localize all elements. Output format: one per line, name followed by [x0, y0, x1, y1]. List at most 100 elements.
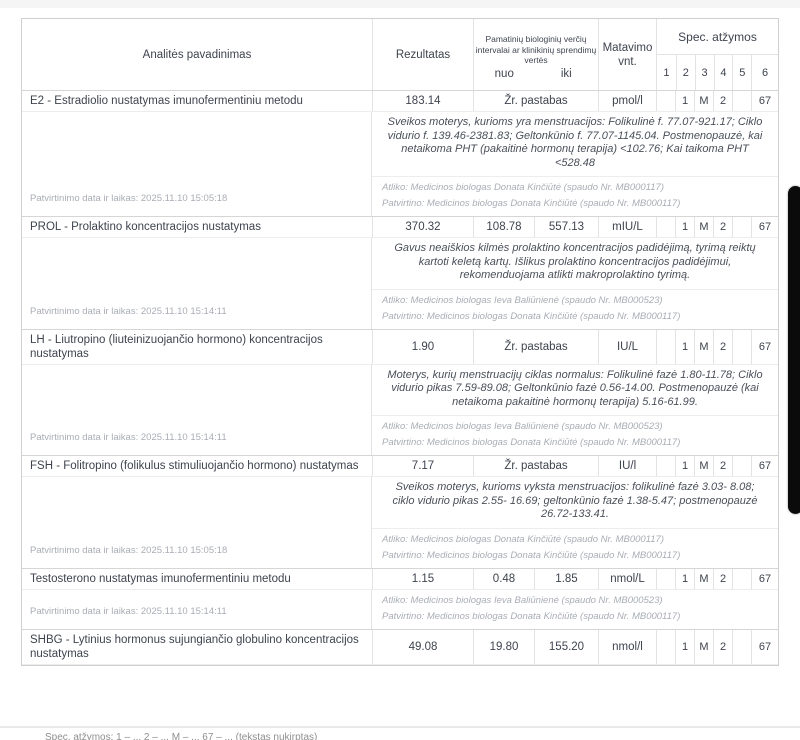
spec-mark-cell [732, 456, 751, 476]
confirmation-datetime: Patvirtinimo data ir laikas: 2025.11.10 … [30, 432, 227, 443]
range-from-value: 0.48 [473, 568, 534, 589]
spec-marks: 1 M 2 67 [656, 629, 778, 664]
spec-mark-cell: 2 [713, 329, 732, 364]
unit-value: mIU/L [598, 217, 656, 237]
header-result-label: Rezultatas [395, 48, 451, 61]
header-analyte-name: Analitės pavadinimas [22, 19, 372, 90]
spec-mark-cell: 2 [713, 629, 732, 664]
analyte-name: SHBG - Lytinius hormonus sujungiančio gl… [30, 633, 359, 660]
spec-mark-cell: 2 [713, 91, 732, 111]
approved-by-line: Patvirtino: Medicinos biologas Donata Ki… [382, 310, 681, 322]
approved-by-line: Patvirtino: Medicinos biologas Donata Ki… [382, 610, 681, 622]
spec-mark-cell: 1 [675, 629, 694, 664]
spec-mark-cell [732, 217, 751, 237]
range-to-value: 1.85 [534, 568, 598, 589]
scrollbar-thumb[interactable] [788, 186, 800, 514]
result-value: 1.90 [372, 329, 473, 364]
range-to-value: 557.13 [534, 217, 598, 237]
unit-value: pmol/l [598, 91, 656, 111]
analyte-block: PROL - Prolaktino koncentracijos nustaty… [22, 217, 778, 330]
spec-mark-cell: 2 [713, 456, 732, 476]
note-meta-cell: Moterys, kurių menstruacijų ciklas norma… [372, 365, 778, 456]
performed-by-line: Atliko: Medicinos biologas Ieva Baliūnie… [382, 594, 663, 606]
note-meta-cell: Atliko: Medicinos biologas Ieva Baliūnie… [372, 590, 778, 629]
spec-marks: 1 M 2 67 [656, 217, 778, 237]
note-meta-row: Patvirtinimo data ir laikas: 2025.11.10 … [22, 112, 778, 216]
spec-mark-cell: M [694, 217, 713, 237]
approved-by-line: Patvirtino: Medicinos biologas Donata Ki… [382, 198, 681, 209]
spec-mark-cell [656, 456, 675, 476]
range-to-value: 155.20 [534, 629, 598, 664]
confirmation-datetime: Patvirtinimo data ir laikas: 2025.11.10 … [30, 193, 228, 204]
performed-by-line: Atliko: Medicinos biologas Donata Kinčiū… [382, 533, 664, 545]
confirmation-cell: Patvirtinimo data ir laikas: 2025.11.10 … [22, 238, 372, 329]
note-meta-cell: Sveikos moterys, kurioms yra menstruacij… [372, 112, 778, 216]
note-meta-cell: Gavus neaiškios kilmės prolaktino koncen… [372, 238, 778, 329]
range-from-value: 108.78 [473, 217, 534, 237]
header-range-line3: vertės [524, 55, 548, 66]
header-spec-num-6: 6 [751, 55, 778, 90]
lab-results-table: Analitės pavadinimas Rezultatas Pamatini… [21, 18, 779, 666]
spec-mark-cell: 2 [713, 568, 732, 589]
unit-value: IU/L [598, 329, 656, 364]
spec-mark-cell: 67 [751, 329, 778, 364]
analyte-name: E2 - Estradiolio nustatymas imunoferment… [30, 95, 303, 107]
table-header-row: Analitės pavadinimas Rezultatas Pamatini… [22, 19, 778, 91]
analyte-row: Testosterono nustatymas imunofermentiniu… [22, 568, 778, 590]
spec-marks: 1 M 2 67 [656, 91, 778, 111]
range-from-value: 19.80 [473, 629, 534, 664]
header-nuo-label: nuo [494, 67, 514, 80]
range-see-notes: Žr. pastabas [473, 329, 598, 364]
result-value: 183.14 [372, 91, 473, 111]
spec-mark-cell: 67 [751, 91, 778, 111]
spec-mark-cell [656, 629, 675, 664]
analyte-note: Sveikos moterys, kurioms yra menstruacij… [372, 112, 778, 177]
spec-mark-cell [732, 568, 751, 589]
analyte-row: FSH - Folitropino (folikulus stimuliuoja… [22, 456, 778, 477]
performer-lines: Atliko: Medicinos biologas Ieva Baliūnie… [372, 416, 778, 455]
spec-mark-cell [656, 329, 675, 364]
result-value: 370.32 [372, 217, 473, 237]
unit-value: nmol/l [598, 629, 656, 664]
analyte-row: PROL - Prolaktino koncentracijos nustaty… [22, 217, 778, 238]
top-edge-strip [0, 0, 800, 8]
analyte-note: Moterys, kurių menstruacijų ciklas norma… [372, 365, 778, 416]
header-unit-label: Matavimo vnt. [602, 41, 653, 68]
note-meta-row: Patvirtinimo data ir laikas: 2025.11.10 … [22, 589, 778, 629]
analyte-block: LH - Liutropino (liuteinizuojančio hormo… [22, 329, 778, 456]
analyte-row: LH - Liutropino (liuteinizuojančio hormo… [22, 329, 778, 365]
header-range-line2: intervalai ar klinikinių sprendimų [475, 44, 597, 55]
performer-lines: Atliko: Medicinos biologas Donata Kinčiū… [372, 177, 778, 216]
spec-mark-cell [732, 329, 751, 364]
confirmation-cell: Patvirtinimo data ir laikas: 2025.11.10 … [22, 112, 372, 216]
result-value: 1.15 [372, 568, 473, 589]
header-unit: Matavimo vnt. [598, 19, 656, 90]
analyte-note: Gavus neaiškios kilmės prolaktino koncen… [372, 238, 778, 290]
header-spec-num-2: 2 [675, 55, 695, 90]
note-meta-row: Patvirtinimo data ir laikas: 2025.11.10 … [22, 477, 778, 568]
header-spec-numbers: 1 2 3 4 5 6 [657, 55, 778, 90]
analyte-name: LH - Liutropino (liuteinizuojančio hormo… [30, 333, 323, 360]
performer-lines: Atliko: Medicinos biologas Ieva Baliūnie… [372, 290, 778, 329]
spec-mark-cell [732, 629, 751, 664]
header-nuo-iki: nuo iki [474, 68, 598, 80]
spec-mark-cell: 67 [751, 629, 778, 664]
analyte-name: FSH - Folitropino (folikulus stimuliuoja… [30, 460, 359, 472]
approved-by-line: Patvirtino: Medicinos biologas Donata Ki… [382, 549, 681, 561]
spec-mark-cell: 1 [675, 456, 694, 476]
spec-mark-cell [656, 568, 675, 589]
spec-mark-cell: M [694, 91, 713, 111]
header-analyte-label: Analitės pavadinimas [142, 48, 252, 61]
analyte-block: E2 - Estradiolio nustatymas imunoferment… [22, 91, 778, 217]
spec-mark-cell: 2 [713, 217, 732, 237]
analyte-block: Testosterono nustatymas imunofermentiniu… [22, 568, 778, 630]
header-reference-range: Pamatinių biologinių verčių intervalai a… [473, 19, 598, 90]
confirmation-datetime: Patvirtinimo data ir laikas: 2025.11.10 … [30, 605, 227, 617]
spec-mark-cell: 67 [751, 456, 778, 476]
note-meta-row: Patvirtinimo data ir laikas: 2025.11.10 … [22, 364, 778, 456]
range-see-notes: Žr. pastabas [473, 91, 598, 111]
analyte-block: SHBG - Lytinius hormonus sujungiančio gl… [22, 629, 778, 665]
confirmation-datetime: Patvirtinimo data ir laikas: 2025.11.10 … [30, 544, 228, 556]
spec-mark-cell: 1 [675, 568, 694, 589]
